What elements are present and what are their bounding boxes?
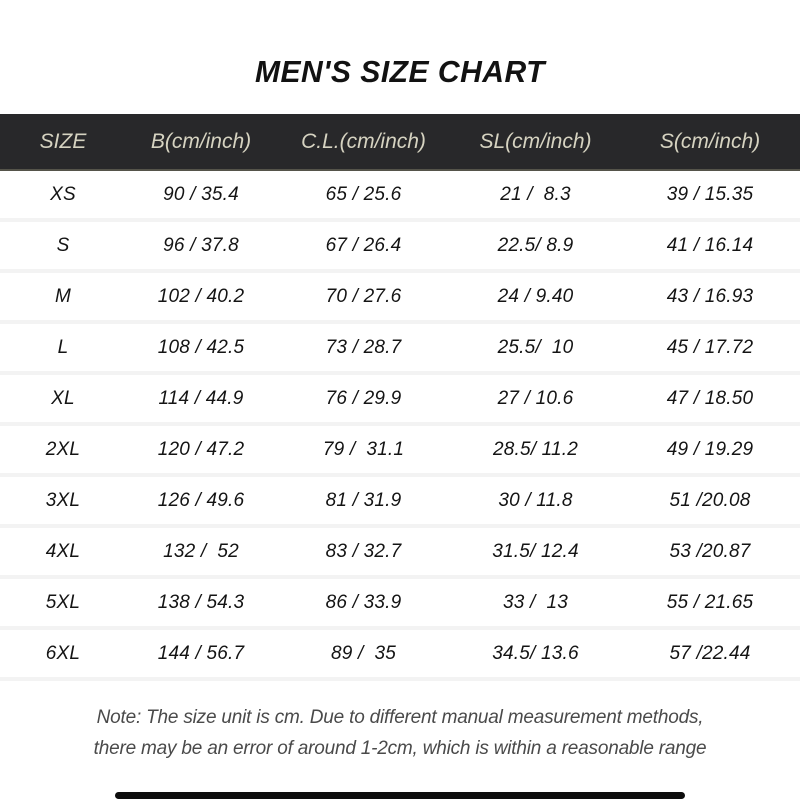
value-cell-sl: 30 / 11.8 [498,489,573,511]
column-header-s: S(cm/inch) [659,129,761,153]
value-cell-b: 96 / 37.8 [163,234,239,256]
note-line-1: Note: The size unit is cm. Due to differ… [96,707,704,728]
size-cell: XL [51,387,75,409]
table-row: M 102 / 40.2 70 / 27.6 24 / 9.40 43 / 16… [0,273,800,324]
size-cell: 2XL [45,438,81,460]
value-cell-sl: 27 / 10.6 [497,387,574,409]
page-title: MEN'S SIZE CHART [254,54,546,89]
column-header-sl: SL(cm/inch) [479,129,592,153]
value-cell-s: 47 / 18.50 [666,387,754,409]
value-cell-cl: 70 / 27.6 [325,285,402,307]
value-cell-s: 41 / 16.14 [666,234,754,256]
value-cell-s: 53 /20.87 [669,540,751,562]
table-row: L 108 / 42.5 73 / 28.7 25.5/ 10 45 / 17.… [0,324,800,375]
value-cell-cl: 81 / 31.9 [325,489,402,511]
value-cell-sl: 21 / 8.3 [500,183,571,205]
column-header-b: B(cm/inch) [150,129,252,153]
value-cell-b: 144 / 56.7 [157,642,245,664]
value-cell-cl: 65 / 25.6 [325,183,402,205]
value-cell-sl: 28.5/ 11.2 [492,438,579,460]
value-cell-cl: 73 / 28.7 [325,336,402,358]
table-body: XS 90 / 35.4 65 / 25.6 21 / 8.3 39 / 15.… [0,171,800,681]
value-cell-s: 45 / 17.72 [666,336,754,358]
value-cell-sl: 22.5/ 8.9 [497,234,574,256]
size-cell: 4XL [45,540,81,562]
value-cell-s: 51 /20.08 [669,489,751,511]
value-cell-b: 138 / 54.3 [157,591,245,613]
value-cell-sl: 33 / 13 [503,591,568,613]
value-cell-b: 126 / 49.6 [157,489,245,511]
table-row: 3XL 126 / 49.6 81 / 31.9 30 / 11.8 51 /2… [0,477,800,528]
column-header-size: SIZE [39,129,87,153]
value-cell-cl: 89 / 35 [331,642,396,664]
value-cell-sl: 31.5/ 12.4 [492,540,579,562]
measurement-note: Note: The size unit is cm. Due to differ… [0,702,800,764]
size-cell: 5XL [45,591,81,613]
table-row: 6XL 144 / 56.7 89 / 35 34.5/ 13.6 57 /22… [0,630,800,681]
value-cell-b: 120 / 47.2 [157,438,245,460]
column-header-cl: C.L.(cm/inch) [301,129,426,153]
value-cell-sl: 25.5/ 10 [497,336,574,358]
table-row: S 96 / 37.8 67 / 26.4 22.5/ 8.9 41 / 16.… [0,222,800,273]
size-cell: XS [50,183,76,205]
value-cell-s: 43 / 16.93 [666,285,754,307]
size-cell: M [54,285,72,307]
table-row: 5XL 138 / 54.3 86 / 33.9 33 / 13 55 / 21… [0,579,800,630]
size-cell: S [56,234,70,256]
value-cell-cl: 83 / 32.7 [325,540,402,562]
size-cell: L [57,336,69,358]
table-row: XL 114 / 44.9 76 / 29.9 27 / 10.6 47 / 1… [0,375,800,426]
value-cell-s: 55 / 21.65 [666,591,754,613]
value-cell-b: 108 / 42.5 [157,336,245,358]
size-cell: 6XL [45,642,81,664]
value-cell-b: 132 / 52 [163,540,239,562]
table-header-row: SIZE B(cm/inch) C.L.(cm/inch) SL(cm/inch… [0,114,800,171]
value-cell-cl: 86 / 33.9 [325,591,402,613]
value-cell-cl: 67 / 26.4 [325,234,402,256]
table-row: 2XL 120 / 47.2 79 / 31.1 28.5/ 11.2 49 /… [0,426,800,477]
value-cell-s: 57 /22.44 [669,642,751,664]
table-row: 4XL 132 / 52 83 / 32.7 31.5/ 12.4 53 /20… [0,528,800,579]
value-cell-b: 114 / 44.9 [158,387,244,409]
value-cell-s: 39 / 15.35 [666,183,754,205]
note-line-2: there may be an error of around 1-2cm, w… [93,738,707,759]
value-cell-s: 49 / 19.29 [666,438,754,460]
bottom-handle-bar [115,792,685,799]
value-cell-cl: 76 / 29.9 [325,387,402,409]
value-cell-cl: 79 / 31.1 [322,438,405,460]
value-cell-sl: 34.5/ 13.6 [492,642,579,664]
value-cell-b: 102 / 40.2 [157,285,245,307]
table-row: XS 90 / 35.4 65 / 25.6 21 / 8.3 39 / 15.… [0,171,800,222]
value-cell-b: 90 / 35.4 [163,183,239,205]
value-cell-sl: 24 / 9.40 [497,285,574,307]
size-cell: 3XL [45,489,81,511]
